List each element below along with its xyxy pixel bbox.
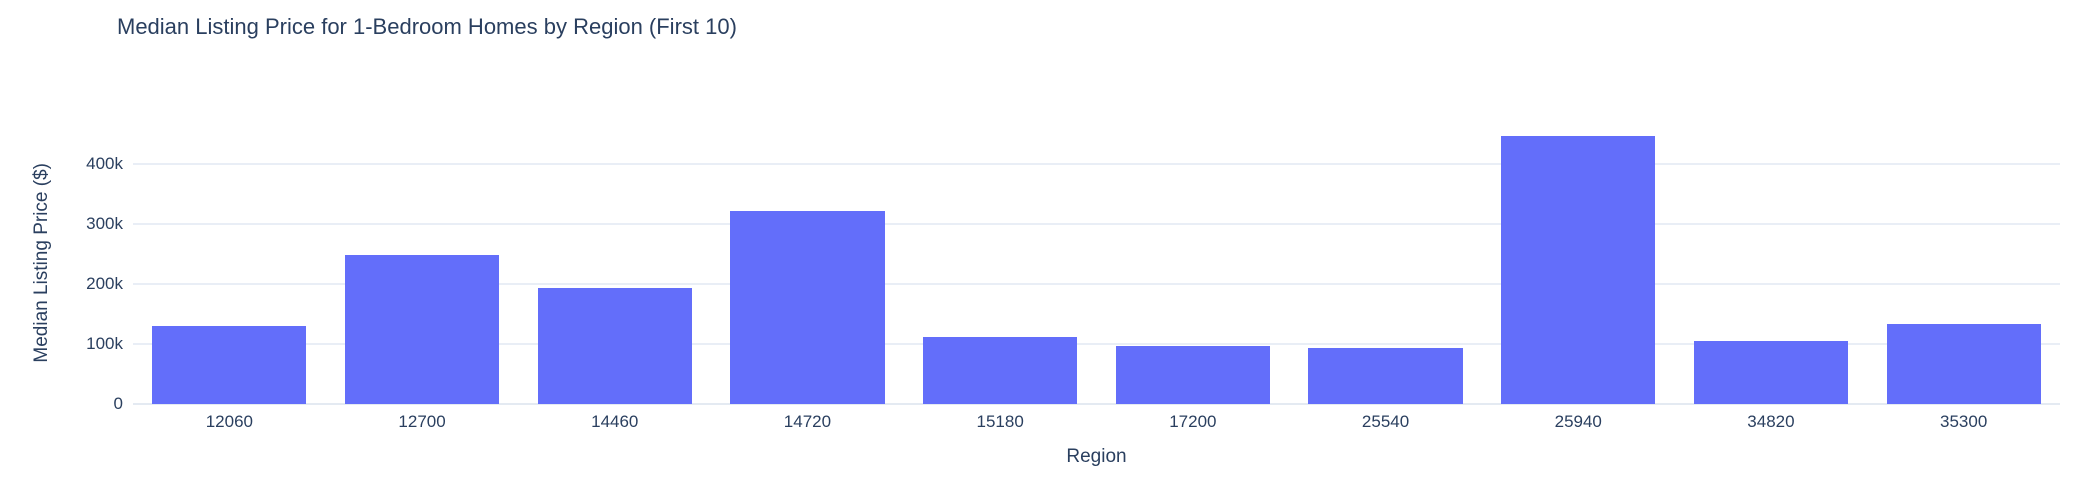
x-tick-label: 12060 (205, 412, 253, 431)
chart-title: Median Listing Price for 1-Bedroom Homes… (117, 14, 737, 39)
x-tick-label: 14720 (783, 412, 832, 431)
bar[interactable] (1886, 324, 2041, 404)
bar[interactable] (1693, 341, 1849, 404)
y-tick-label: 200k (86, 274, 123, 294)
bar[interactable] (730, 210, 885, 404)
y-axis-title-text: Median Listing Price ($) (31, 162, 52, 363)
gridline (133, 163, 2060, 165)
bar[interactable] (923, 336, 1078, 404)
y-tick-label: 400k (86, 154, 123, 174)
y-tick-label: 100k (86, 334, 123, 354)
x-tick-label: 34820 (1747, 412, 1795, 431)
gridline (133, 223, 2060, 225)
x-axis-title: Region (1066, 446, 1127, 467)
y-tick-label: 0 (113, 394, 123, 413)
bar[interactable] (1501, 135, 1656, 404)
bar[interactable] (1115, 345, 1270, 404)
x-tick-label: 14460 (591, 412, 639, 431)
bar[interactable] (537, 288, 692, 404)
bar[interactable] (1308, 348, 1463, 404)
bar[interactable] (152, 326, 307, 404)
x-tick-label: 25940 (1554, 412, 1602, 431)
bar[interactable] (344, 254, 500, 404)
x-tick-label: 35300 (1940, 412, 1988, 431)
x-tick-label: 17200 (1169, 412, 1217, 431)
x-tick-label: 15180 (976, 412, 1024, 431)
gridline (133, 343, 2060, 345)
x-tick-label: 12700 (398, 412, 446, 431)
x-tick-label: 25540 (1361, 412, 1410, 431)
y-tick-label: 300k (86, 214, 123, 234)
gridline (133, 283, 2060, 285)
x-axis-line (133, 403, 2060, 405)
